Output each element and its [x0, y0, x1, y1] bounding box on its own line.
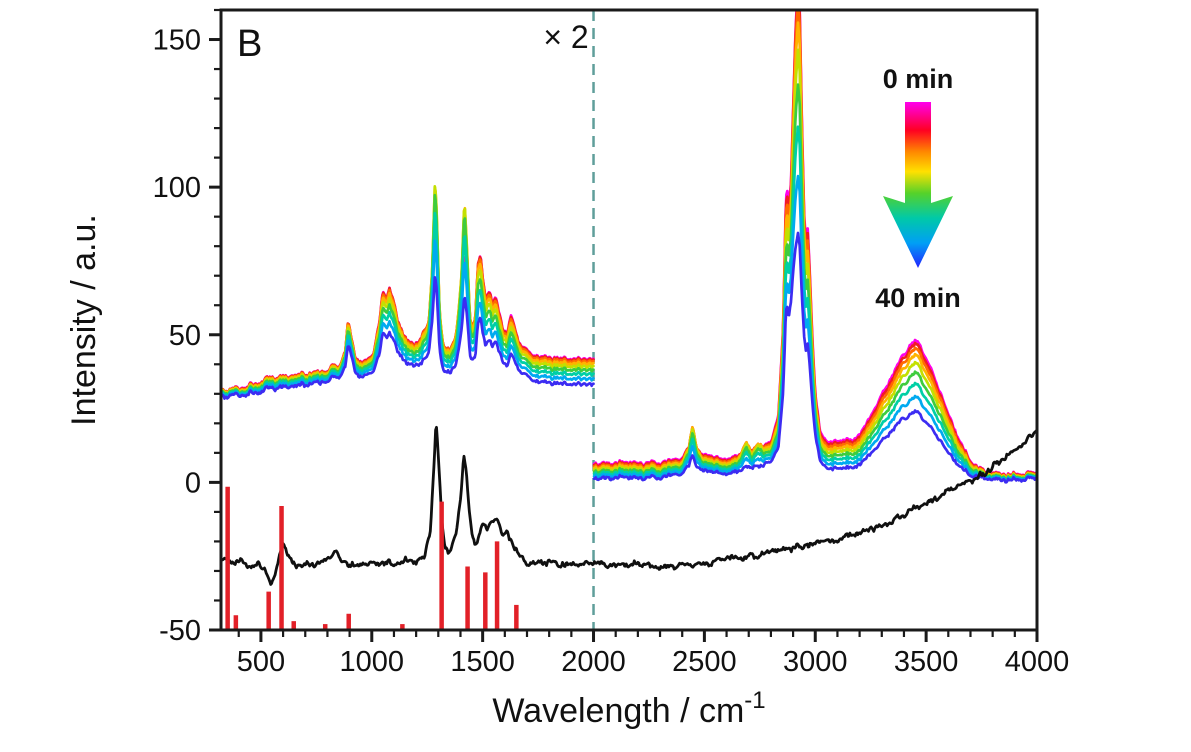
time-legend: 0 min 40 min: [875, 64, 961, 313]
scale-note: × 2: [543, 19, 588, 55]
y-tick-label: 50: [169, 320, 201, 352]
time-series-curves: [221, 10, 1037, 484]
time-gradient-arrow-icon: [883, 102, 953, 268]
x-axis-tick-labels: 500 1000 1500 2000 2500 3000 3500 4000: [237, 646, 1070, 678]
x-tick-label: 3500: [894, 646, 959, 678]
x-tick-label: 4000: [1005, 646, 1070, 678]
x-tick-label: 3000: [783, 646, 848, 678]
panel-label: B: [237, 23, 262, 65]
x-tick-label: 2000: [561, 646, 626, 678]
y-tick-label: 100: [153, 172, 201, 204]
x-tick-label: 500: [237, 646, 285, 678]
y-axis-label: Intensity / a.u.: [65, 214, 103, 426]
y-tick-label: 150: [153, 25, 201, 57]
x-tick-label: 2500: [672, 646, 737, 678]
legend-start-label: 0 min: [883, 64, 954, 94]
legend-end-label: 40 min: [875, 283, 961, 313]
y-tick-label: 0: [185, 467, 201, 499]
x-tick-label: 1000: [340, 646, 405, 678]
y-tick-label: -50: [159, 615, 201, 647]
x-tick-label: 1500: [450, 646, 515, 678]
axis-frame: [219, 8, 1039, 632]
reference-spectrum-curve: [221, 425, 1037, 586]
y-axis-tick-labels: -50 0 50 100 150: [153, 25, 201, 647]
y-axis-ticks: [209, 8, 221, 632]
x-axis-label: Wavelength / cm-1: [492, 687, 765, 730]
stick-spectrum-bars: [225, 486, 519, 630]
x-axis-ticks: [237, 630, 1039, 642]
